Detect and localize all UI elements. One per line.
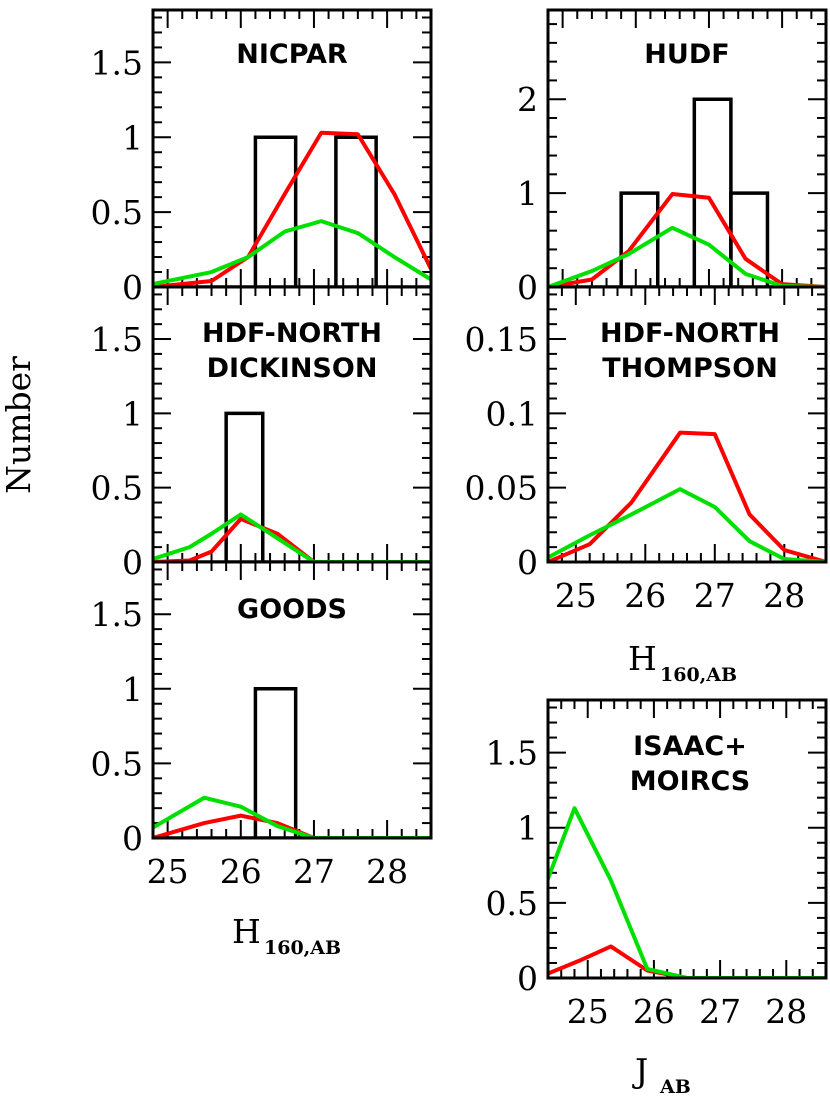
panel-title: ISAAC+: [633, 731, 747, 762]
x-axis-label-left-main: H: [232, 912, 261, 951]
panel-data: [153, 411, 431, 562]
y-tick-label: 1.5: [486, 734, 538, 773]
histogram-bar: [253, 135, 298, 287]
histogram-bar: [253, 687, 298, 838]
y-tick-label: 0: [122, 268, 143, 307]
histogram-bar: [334, 135, 378, 287]
red-curve: [153, 516, 431, 562]
x-tick-label: 25: [555, 576, 597, 615]
y-tick-label: 1: [122, 118, 143, 157]
x-axis-label-left: H 160,AB: [232, 912, 341, 959]
y-tick-label: 0: [517, 959, 538, 998]
y-tick-label: 0.5: [91, 744, 143, 783]
y-tick-label: 1: [122, 394, 143, 433]
histogram-bar: [224, 411, 265, 562]
panels: 0 0.5 1 1.5 NICPAR 0 1 2 HUDF 0 0.5 1 1.5 HDF-NORTH DI…: [91, 8, 828, 1031]
panel-data: [548, 806, 826, 978]
panel-hudf: 0 1 2 HUDF: [517, 8, 828, 307]
x-axis-label-right-top-sub: 160,AB: [660, 664, 737, 686]
panel-hdfn-dickinson: 0 0.5 1 1.5 HDF-NORTH DICKINSON: [91, 285, 433, 582]
panel-title: THOMPSON: [602, 353, 778, 384]
panel-data: [153, 687, 431, 838]
histogram-bar: [619, 191, 660, 287]
x-tick-label: 28: [763, 576, 805, 615]
x-tick-label: 28: [366, 852, 408, 891]
x-tick-label: 25: [567, 992, 609, 1031]
y-tick-label: 1.5: [91, 595, 143, 634]
x-tick-label: 27: [293, 852, 335, 891]
panel-frame: [546, 285, 828, 564]
x-tick-label: 25: [147, 852, 189, 891]
x-axis-label-right-bottom-sub: AB: [659, 1076, 691, 1098]
panel-title: HDF-NORTH: [202, 318, 382, 349]
red-curve: [548, 944, 826, 978]
x-tick-label: 26: [633, 992, 675, 1031]
x-axis-label-right-top: H 160,AB: [628, 639, 737, 686]
panel-goods: 0 0.5 1 1.5 25 26 27 28 GOODS: [91, 560, 433, 891]
y-tick-label: 0.5: [91, 193, 143, 232]
x-tick-label: 27: [699, 992, 741, 1031]
red-curve: [153, 130, 431, 287]
green-curve: [548, 225, 826, 287]
histogram-bar: [729, 191, 770, 287]
green-curve: [153, 219, 431, 286]
y-tick-label: 2: [517, 80, 538, 119]
x-axis-label-right-top-main: H: [628, 639, 657, 678]
green-curve: [548, 806, 826, 978]
panel-data: [153, 130, 431, 287]
x-tick-label: 28: [765, 992, 807, 1031]
y-tick-label: 1.5: [91, 43, 143, 82]
panel-title: HDF-NORTH: [600, 318, 780, 349]
panel-frame: [546, 698, 828, 980]
x-tick-label: 26: [624, 576, 666, 615]
red-curve: [548, 430, 826, 562]
x-axis-label-right-bottom: J AB: [632, 1051, 691, 1098]
panel-data: [548, 97, 826, 287]
panel-title: GOODS: [237, 594, 347, 625]
y-tick-label: 1.5: [91, 320, 143, 359]
panel-isaac-moircs: 0 0.5 1 1.5 25 26 27 28 ISAAC+ MOIRCS: [486, 698, 828, 1031]
y-axis-label: Number: [0, 356, 38, 494]
y-tick-label: 1: [517, 809, 538, 848]
panel-title: MOIRCS: [630, 766, 750, 797]
x-tick-label: 27: [694, 576, 736, 615]
x-axis-label-right-bottom-main: J: [632, 1051, 648, 1090]
panel-title: NICPAR: [236, 39, 348, 70]
panel-title: DICKINSON: [207, 353, 378, 384]
y-tick-label: 0.15: [465, 320, 538, 359]
y-tick-label: 1: [517, 174, 538, 213]
green-curve: [153, 512, 431, 562]
y-tick-label: 0: [517, 543, 538, 582]
y-tick-label: 0: [122, 543, 143, 582]
y-tick-label: 0: [517, 268, 538, 307]
red-curve: [153, 813, 431, 838]
panel-title: HUDF: [644, 39, 729, 70]
y-tick-label: 0.5: [486, 884, 538, 923]
green-curve: [153, 795, 431, 838]
panel-hdfn-thompson: 0 0.05 0.1 0.15 25 26 27 28 HDF-NORTH THOMPSON: [465, 285, 828, 615]
y-tick-label: 0.1: [486, 394, 538, 433]
y-tick-label: 0: [122, 819, 143, 858]
panel-nicpar: 0 0.5 1 1.5 NICPAR: [91, 8, 433, 307]
panel-frame: [151, 560, 433, 840]
green-curve: [548, 487, 826, 562]
x-tick-label: 26: [220, 852, 262, 891]
y-tick-label: 1: [122, 670, 143, 709]
red-curve: [548, 192, 826, 287]
y-tick-label: 0.05: [465, 469, 538, 508]
panel-data: [548, 430, 826, 562]
y-tick-label: 0.5: [91, 469, 143, 508]
x-axis-label-left-sub: 160,AB: [264, 937, 341, 959]
